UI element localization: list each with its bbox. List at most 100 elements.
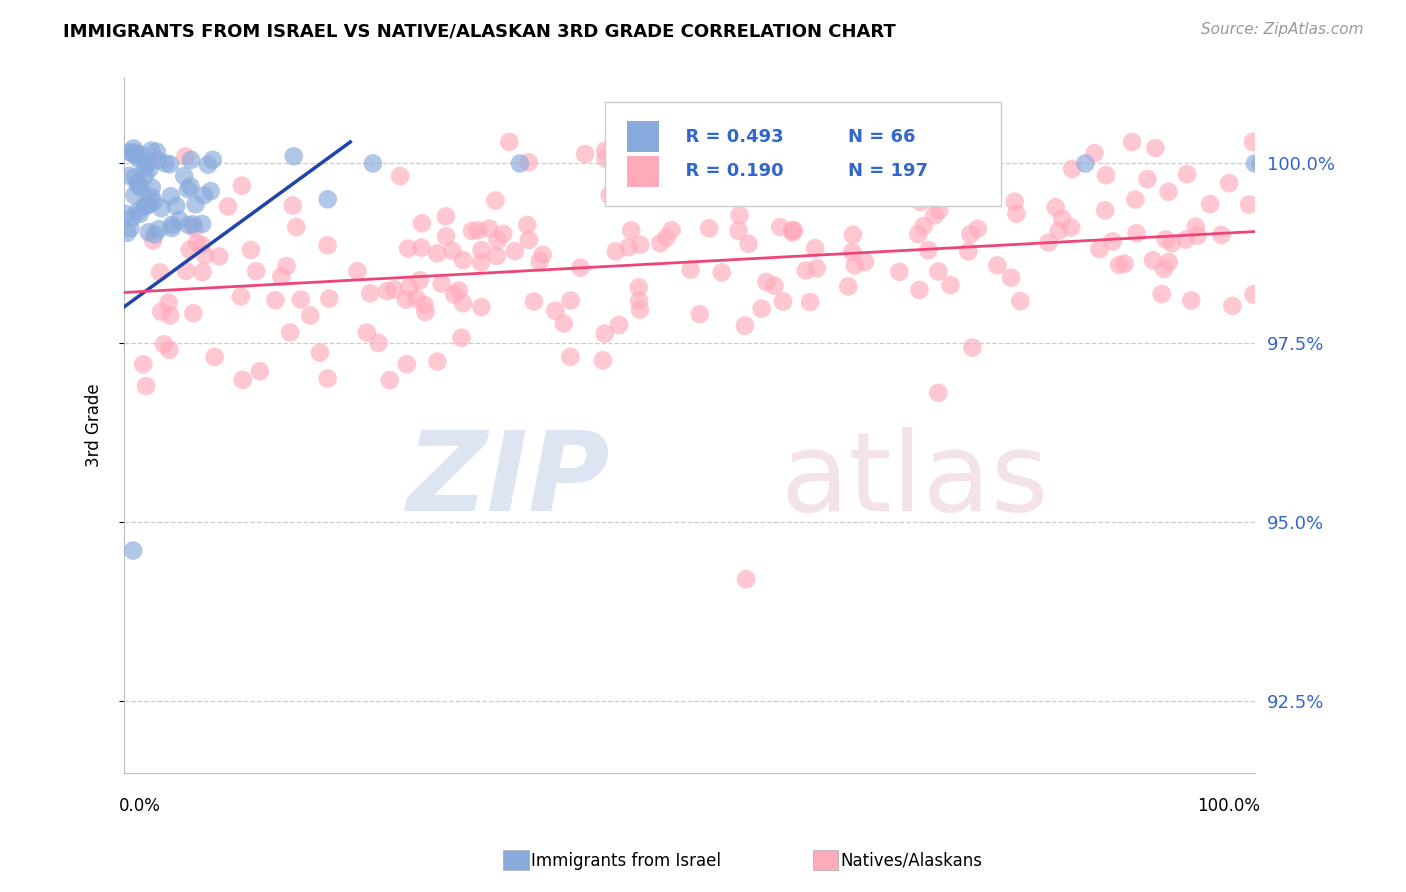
- Point: [184, 197, 207, 211]
- Point: [1150, 287, 1173, 301]
- Point: [1047, 224, 1070, 238]
- Point: [1153, 261, 1175, 276]
- FancyBboxPatch shape: [605, 102, 1001, 206]
- Point: [249, 364, 271, 378]
- Point: [217, 200, 239, 214]
- Point: [628, 293, 651, 308]
- Point: [122, 147, 145, 161]
- Point: [138, 225, 160, 239]
- Point: [1218, 176, 1240, 190]
- Point: [141, 180, 163, 194]
- Point: [1088, 242, 1111, 256]
- Point: [1045, 200, 1067, 214]
- Point: [200, 184, 222, 198]
- Point: [478, 221, 501, 235]
- Point: [1220, 299, 1243, 313]
- Point: [232, 373, 254, 387]
- Text: Natives/Alaskans: Natives/Alaskans: [841, 852, 983, 870]
- Point: [842, 227, 865, 242]
- Point: [378, 373, 401, 387]
- Point: [132, 357, 155, 371]
- Point: [804, 241, 827, 255]
- Point: [908, 283, 931, 297]
- Point: [191, 265, 214, 279]
- Point: [963, 137, 986, 152]
- Point: [470, 300, 492, 314]
- Point: [127, 178, 149, 192]
- Point: [309, 345, 332, 359]
- Point: [142, 234, 165, 248]
- Point: [492, 227, 515, 241]
- Point: [1187, 228, 1209, 243]
- Point: [451, 253, 474, 268]
- Point: [160, 221, 183, 235]
- Point: [927, 385, 949, 400]
- Point: [943, 135, 966, 149]
- Point: [145, 145, 167, 159]
- Point: [124, 188, 146, 202]
- Point: [661, 223, 683, 237]
- Point: [411, 241, 433, 255]
- Point: [415, 305, 437, 319]
- Point: [316, 238, 339, 252]
- Point: [486, 234, 509, 248]
- Point: [127, 176, 149, 190]
- Point: [138, 161, 160, 176]
- Point: [1038, 235, 1060, 250]
- Point: [157, 343, 180, 357]
- Point: [1157, 185, 1180, 199]
- Point: [426, 354, 449, 368]
- Point: [129, 180, 152, 194]
- Point: [193, 188, 215, 202]
- Text: 100.0%: 100.0%: [1198, 797, 1261, 815]
- Point: [924, 209, 946, 223]
- Point: [628, 237, 651, 252]
- Point: [134, 169, 156, 183]
- Point: [1101, 235, 1123, 249]
- Point: [124, 147, 146, 161]
- Point: [179, 243, 201, 257]
- Point: [986, 258, 1008, 272]
- Point: [927, 264, 949, 278]
- Point: [396, 242, 419, 256]
- Point: [174, 149, 197, 163]
- Point: [783, 223, 806, 237]
- Point: [281, 198, 304, 212]
- Point: [531, 248, 554, 262]
- Text: N = 197: N = 197: [848, 162, 928, 180]
- Point: [735, 572, 758, 586]
- Point: [1244, 156, 1267, 170]
- Point: [177, 218, 200, 232]
- Point: [451, 296, 474, 310]
- Point: [208, 250, 231, 264]
- Point: [959, 227, 981, 242]
- Point: [382, 283, 405, 297]
- Point: [231, 178, 253, 193]
- Point: [912, 219, 935, 233]
- Point: [186, 235, 208, 250]
- Point: [389, 169, 412, 183]
- Point: [772, 294, 794, 309]
- Point: [1199, 197, 1222, 211]
- Point: [617, 240, 640, 254]
- Point: [1095, 168, 1118, 182]
- Point: [710, 265, 733, 279]
- Point: [467, 223, 489, 237]
- Point: [143, 227, 166, 242]
- Point: [270, 269, 292, 284]
- Point: [177, 182, 200, 196]
- Point: [1094, 203, 1116, 218]
- Point: [917, 243, 939, 257]
- Point: [411, 216, 433, 230]
- Point: [806, 261, 828, 276]
- Point: [751, 301, 773, 316]
- Point: [1180, 293, 1202, 308]
- Point: [889, 265, 911, 279]
- Point: [734, 318, 756, 333]
- Point: [599, 188, 621, 202]
- Point: [1010, 294, 1032, 309]
- Point: [157, 295, 180, 310]
- Point: [229, 289, 252, 303]
- Point: [135, 379, 157, 393]
- Point: [841, 244, 863, 259]
